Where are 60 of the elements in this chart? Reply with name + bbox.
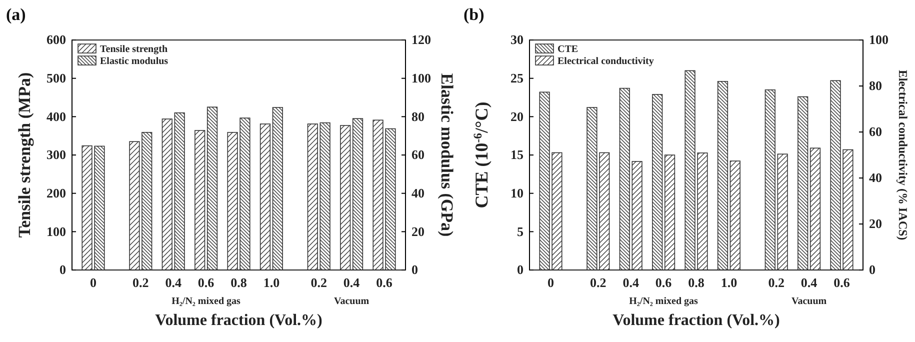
y-tick-label: 10 bbox=[510, 185, 524, 200]
y2-tick-label: 60 bbox=[412, 147, 424, 162]
y2-tick-label: 20 bbox=[412, 224, 424, 239]
x-tick-label: 0.2 bbox=[310, 275, 327, 290]
y2-tick-label: 0 bbox=[869, 262, 876, 278]
x-tick-label: 0.6 bbox=[198, 275, 215, 290]
y-tick-label: 0 bbox=[517, 262, 524, 278]
chart-title: (b) bbox=[464, 5, 484, 24]
x-axis-title: Volume fraction (Vol.%) bbox=[612, 312, 780, 329]
x-tick-label: 0.4 bbox=[343, 275, 360, 290]
x-tick-label: 0.4 bbox=[800, 275, 818, 290]
y-tick-label: 25 bbox=[510, 70, 524, 86]
text: Vacuum bbox=[791, 296, 828, 307]
x-tick-label: 0.4 bbox=[622, 275, 640, 290]
y2-tick-label: 100 bbox=[412, 70, 431, 86]
legend-label: CTE bbox=[558, 44, 578, 55]
y-tick-label: 100 bbox=[46, 224, 66, 239]
x-tick-label: 1.0 bbox=[720, 275, 738, 290]
y-tick-label: 0 bbox=[60, 262, 66, 278]
y-axis-title: Tensile strength (MPa) bbox=[15, 72, 34, 238]
y-tick-label: 20 bbox=[510, 108, 524, 124]
y-tick-label: 600 bbox=[46, 32, 66, 48]
x-tick-label: 0 bbox=[90, 275, 96, 290]
chart-title: (a) bbox=[6, 5, 26, 24]
x-tick-label: 0.6 bbox=[376, 275, 393, 290]
x-axis-title: Volume fraction (Vol.%) bbox=[155, 312, 322, 329]
y-tick-label: 5 bbox=[517, 224, 524, 239]
y2-axis-title: Electrical conductivity (% IACS) bbox=[896, 70, 910, 240]
x-tick-label: 0.8 bbox=[688, 275, 705, 290]
y2-axis-title: Elastic modulus (GPa) bbox=[438, 73, 456, 237]
text: H₂/N₂ mixed gas bbox=[172, 296, 241, 307]
y2-tick-label: 100 bbox=[869, 32, 888, 48]
x-tick-label: 0.6 bbox=[655, 275, 672, 290]
legend-label: Tensile strength bbox=[100, 44, 168, 55]
x-tick-label: 0.2 bbox=[590, 275, 606, 290]
legend-label: Elastic modulus bbox=[100, 56, 168, 67]
y-tick-label: 15 bbox=[510, 147, 524, 162]
y2-tick-label: 20 bbox=[869, 216, 882, 232]
text: Vacuum bbox=[334, 296, 370, 307]
text: H₂/N₂ mixed gas bbox=[629, 296, 698, 307]
y-tick-label: 500 bbox=[46, 70, 66, 86]
y-tick-label: 200 bbox=[46, 185, 66, 200]
y2-tick-label: 120 bbox=[412, 32, 431, 48]
x-tick-label: 0 bbox=[548, 275, 554, 290]
x-tick-label: 1.0 bbox=[263, 275, 280, 290]
x-tick-label: 0.2 bbox=[132, 275, 149, 290]
x-tick-label: 0.6 bbox=[834, 275, 850, 290]
x-tick-label: 0.8 bbox=[230, 275, 248, 290]
x-tick-label: 0.2 bbox=[768, 275, 784, 290]
y-tick-label: 300 bbox=[46, 147, 66, 162]
y2-tick-label: 40 bbox=[412, 185, 424, 200]
x-tick-label: 0.4 bbox=[165, 275, 182, 290]
y-tick-label: 400 bbox=[46, 108, 66, 124]
y2-tick-label: 80 bbox=[869, 78, 882, 94]
y2-tick-label: 60 bbox=[869, 124, 882, 140]
legend-label: Electrical conductivity bbox=[558, 56, 654, 67]
y2-tick-label: 40 bbox=[869, 170, 882, 186]
y2-tick-label: 0 bbox=[412, 262, 418, 278]
y2-tick-label: 80 bbox=[412, 108, 424, 124]
y-tick-label: 30 bbox=[510, 32, 524, 48]
